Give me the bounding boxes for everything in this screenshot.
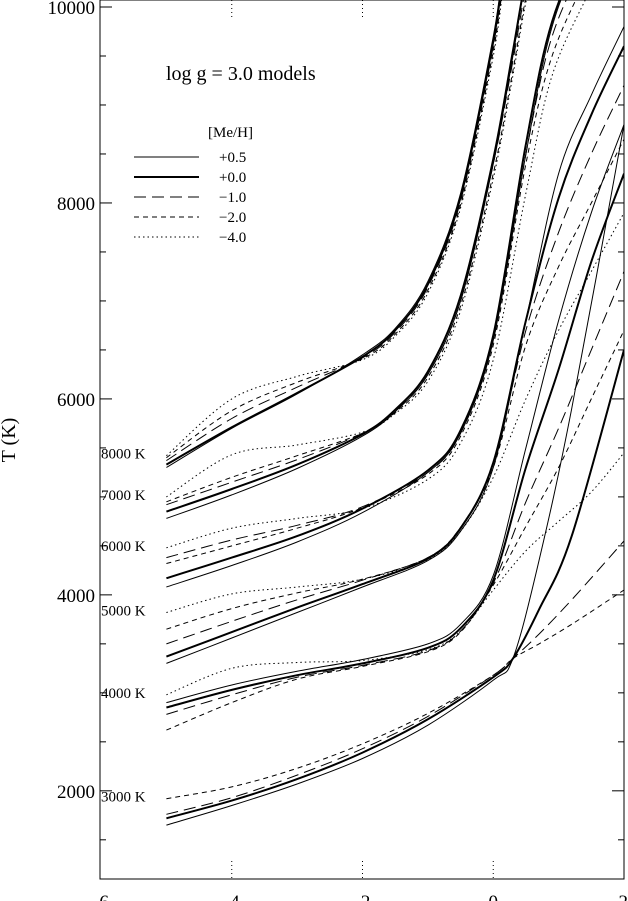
temperature-curves [165,0,624,826]
x-tick-label: 0 [489,892,499,901]
curve-5000k-thin-solid [166,26,624,664]
curve-5000k-short-dash [166,139,624,630]
model-label: 3000 K [101,790,146,806]
curve-7000k-long-dash [166,0,524,506]
y-tick-label: 6000 [57,390,95,411]
legend-label: −4.0 [219,230,246,246]
models-annotation: log g = 3.0 models [166,63,316,85]
curve-4000k-thick-solid [166,173,624,709]
curve-7000k-dotted [166,0,527,498]
legend-label: −2.0 [219,210,246,226]
model-label: 5000 K [101,604,146,620]
x-tick-label: -2 [355,892,371,901]
model-label: 4000 K [101,686,146,702]
curve-8000k-thick-solid [165,0,501,466]
plot-frame [99,0,625,880]
axis-ticks [100,0,624,879]
curve-6000k-dotted [166,0,586,549]
curve-3000k-thick-solid [166,349,624,820]
curve-6000k-thin-solid [166,0,562,588]
curve-6000k-long-dash [166,0,567,559]
y-tick-label: 8000 [57,194,95,215]
curve-4000k-thin-solid [166,124,624,704]
curve-8000k-short-dash [166,0,502,459]
model-label: 7000 K [101,488,146,504]
curve-7000k-thick-solid [166,0,523,513]
legend: [Me/H] +0.5 +0.0 −1.0 −2.0 −4.0 [134,125,253,246]
legend-label: +0.0 [219,170,246,186]
x-tick-label: -6 [93,892,109,901]
curve-6000k-thick-solid [166,0,561,580]
y-tick-label: 10000 [48,0,96,19]
y-tick-label: 4000 [57,586,95,607]
curve-4000k-short-dash [166,330,624,731]
curve-5000k-thick-solid [166,45,624,658]
curve-7000k-short-dash [166,0,526,503]
curve-3000k-long-dash [166,540,624,815]
legend-label: +0.5 [219,150,246,166]
x-tick-label: 2 [619,892,628,901]
model-label: 8000 K [101,447,146,463]
curve-5000k-long-dash [166,85,624,645]
curve-5000k-dotted [166,212,624,613]
legend-label: −1.0 [219,190,246,206]
y-tick-label: 2000 [57,782,95,803]
model-labels: 8000 K 7000 K 6000 K 5000 K 4000 K 3000 K [101,447,146,806]
curve-3000k-thin-solid [166,124,624,826]
x-tick-label: -4 [224,892,240,901]
curve-4000k-long-dash [166,271,624,715]
y-axis-title: T (K) [0,418,20,463]
curve-8000k-dotted [166,0,503,457]
legend-title: [Me/H] [208,125,253,141]
tick-labels: 2000 4000 6000 8000 10000 -6 -4 -2 0 2 [48,0,628,901]
model-label: 6000 K [101,539,146,555]
curve-3000k-short-dash [166,589,624,800]
